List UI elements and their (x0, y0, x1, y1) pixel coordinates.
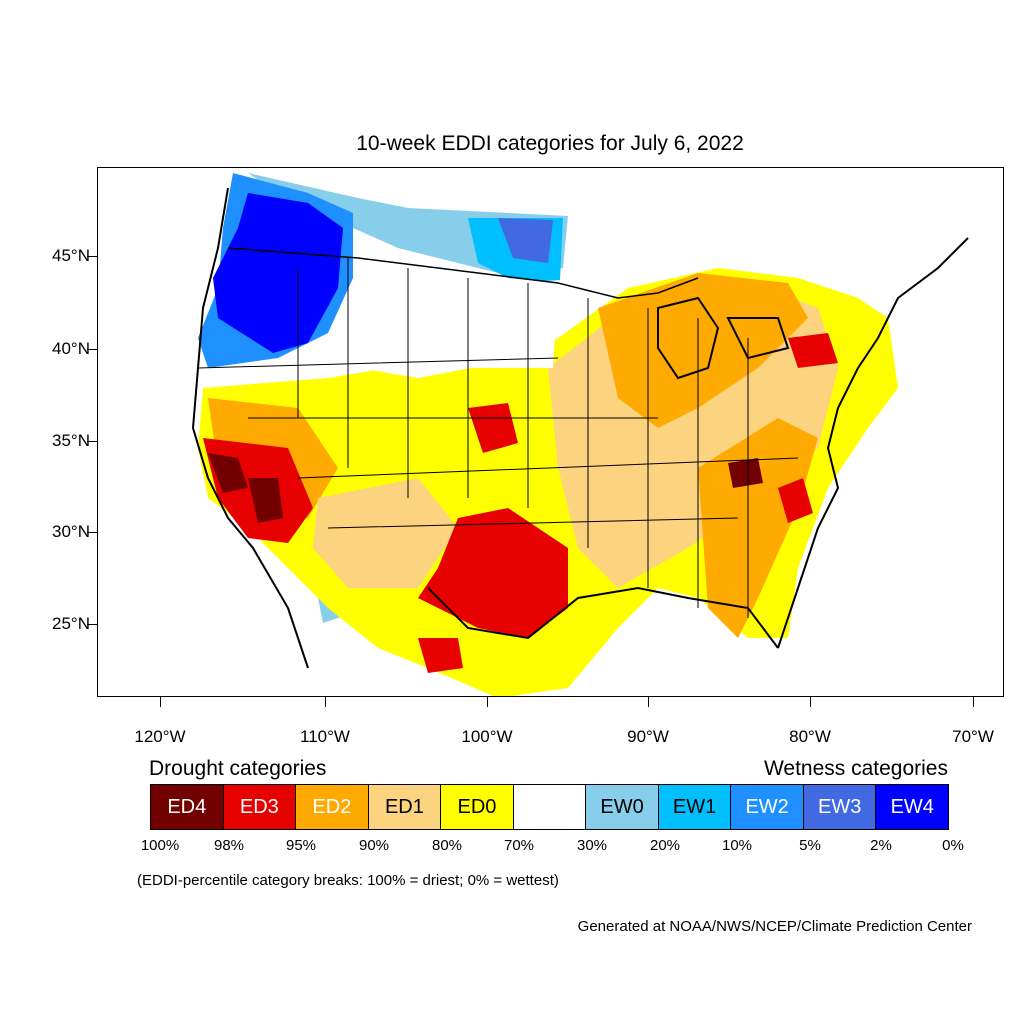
lon-label-90: 90°W (627, 727, 669, 746)
lon-label-100: 100°W (461, 727, 513, 746)
lon-tick (973, 697, 974, 707)
lon-tick (325, 697, 326, 707)
region-ed3-kansas (468, 403, 518, 453)
region-ed4-california (208, 453, 248, 493)
region-ew4-northwest (213, 193, 343, 353)
great-lakes (657, 296, 790, 380)
legend-box-ew2: EW2 (731, 785, 804, 829)
region-ed3-carolina (778, 478, 813, 523)
lon-tick (487, 697, 488, 707)
break-label: 95% (285, 837, 317, 854)
legend-drought-title: Drought categories (149, 757, 327, 780)
drought-regions (198, 268, 898, 696)
region-ed4-tennessee (728, 458, 763, 488)
lon-label-110: 110°W (300, 727, 350, 746)
break-label: 100% (140, 837, 180, 854)
lon-tick (810, 697, 811, 707)
lat-tick (87, 349, 97, 350)
lat-tick (87, 532, 97, 533)
lat-tick (87, 441, 97, 442)
break-label: 30% (576, 837, 608, 854)
break-label: 90% (358, 837, 390, 854)
lon-tick (648, 697, 649, 707)
region-ed3-texas (418, 508, 568, 638)
legend-box-ew0: EW0 (586, 785, 659, 829)
break-label: 70% (503, 837, 535, 854)
legend-box-ed3: ED3 (223, 785, 297, 829)
region-white-northern-plains (458, 273, 558, 368)
lat-label-40: 40°N (52, 339, 90, 358)
legend-box-ew4: EW4 (876, 785, 949, 829)
legend-box-neutral (513, 785, 587, 829)
boundaries (191, 187, 969, 669)
region-ed2-southeast (698, 418, 818, 638)
gulf-coast (427, 586, 779, 649)
region-ew3-montana (498, 218, 553, 263)
eddi-map (191, 173, 969, 696)
region-ed3-northeast (788, 333, 838, 368)
legend-box-ed4: ED4 (151, 785, 224, 829)
region-ed3-mexico (418, 638, 463, 673)
state-lines (197, 258, 799, 618)
legend-colorbar: ED4 ED3 ED2 ED1 ED0 EW0 EW1 EW2 EW3 EW4 (150, 784, 949, 830)
break-label: 20% (649, 837, 681, 854)
lat-tick (87, 624, 97, 625)
legend-box-ew3: EW3 (803, 785, 877, 829)
wetness-regions (198, 173, 568, 623)
map-title: 10-week EDDI categories for July 6, 2022 (356, 132, 744, 155)
east-coast (777, 237, 969, 649)
lat-label-25: 25°N (52, 614, 90, 633)
break-label: 80% (431, 837, 463, 854)
lon-tick (160, 697, 161, 707)
legend-wetness-title: Wetness categories (763, 757, 948, 780)
break-label: 0% (942, 837, 964, 854)
lon-label-120: 120°W (134, 727, 186, 746)
lon-label-80: 80°W (789, 727, 831, 746)
legend-box-ed1: ED1 (368, 785, 442, 829)
lat-tick (87, 256, 97, 257)
credit-line: Generated at NOAA/NWS/NCEP/Climate Predi… (577, 918, 972, 935)
region-ed4-arizona (248, 478, 283, 523)
legend-box-ew1: EW1 (658, 785, 732, 829)
west-coast (191, 187, 309, 669)
us-canada-border (227, 247, 699, 299)
lat-label-35: 35°N (52, 431, 90, 450)
lat-label-30: 30°N (52, 522, 90, 541)
region-ed2-midwest (598, 273, 808, 428)
region-ed2-southwest (313, 478, 458, 588)
legend-box-ed0: ED0 (441, 785, 514, 829)
lat-label-45: 45°N (52, 246, 90, 265)
legend-box-ed2: ED2 (296, 785, 369, 829)
lon-label-70: 70°W (952, 727, 994, 746)
category-break-note: (EDDI-percentile category breaks: 100% =… (137, 872, 559, 889)
break-label: 2% (870, 837, 892, 854)
break-label: 5% (799, 837, 821, 854)
map-panel (97, 167, 1004, 697)
break-label: 98% (213, 837, 245, 854)
break-label: 10% (721, 837, 753, 854)
